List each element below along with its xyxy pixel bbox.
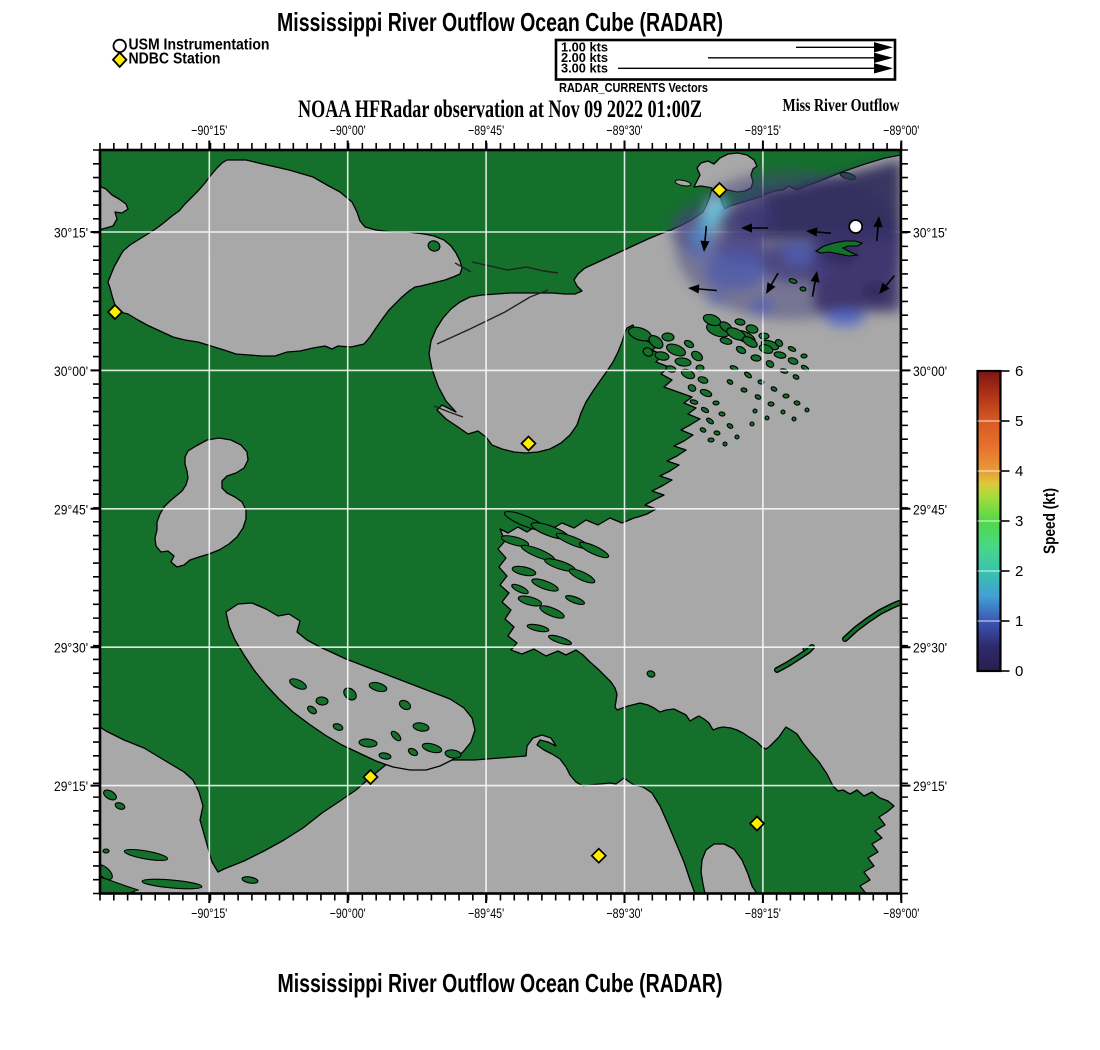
svg-text:29°45': 29°45' [54,502,88,517]
svg-text:Miss River Outflow: Miss River Outflow [783,95,900,115]
svg-text:30°00': 30°00' [913,364,947,379]
svg-text:3.00 kts: 3.00 kts [561,62,608,76]
svg-text:29°30': 29°30' [54,641,88,656]
svg-text:−90°00': −90°00' [330,123,366,138]
svg-text:29°15': 29°15' [913,779,947,794]
svg-text:−90°15': −90°15' [191,123,227,138]
svg-text:2.00 kts: 2.00 kts [561,51,608,65]
svg-text:−89°00': −89°00' [883,906,919,921]
svg-text:5: 5 [1015,413,1023,430]
svg-text:−89°15': −89°15' [745,123,781,138]
svg-text:4: 4 [1015,463,1023,480]
svg-text:NOAA HFRadar observation at No: NOAA HFRadar observation at Nov 09 2022 … [298,96,702,123]
svg-text:−89°30': −89°30' [607,123,643,138]
svg-text:Mississippi River Outflow Ocea: Mississippi River Outflow Ocean Cube (RA… [277,7,723,37]
svg-text:1: 1 [1015,613,1023,630]
svg-text:0: 0 [1015,663,1023,680]
svg-text:USM Instrumentation: USM Instrumentation [129,37,270,54]
svg-text:29°45': 29°45' [913,502,947,517]
svg-text:RADAR_CURRENTS Vectors: RADAR_CURRENTS Vectors [559,80,708,95]
svg-text:−89°45': −89°45' [468,123,504,138]
svg-text:29°30': 29°30' [913,641,947,656]
svg-text:30°00': 30°00' [54,364,88,379]
svg-text:−90°00': −90°00' [330,906,366,921]
svg-text:6: 6 [1015,363,1023,380]
svg-text:30°15': 30°15' [913,226,947,241]
svg-text:−89°15': −89°15' [745,906,781,921]
svg-text:29°15': 29°15' [54,779,88,794]
svg-text:Mississippi River Outflow Ocea: Mississippi River Outflow Ocean Cube (RA… [278,968,723,998]
svg-text:Speed (kt): Speed (kt) [1041,488,1059,554]
svg-text:2: 2 [1015,563,1023,580]
svg-text:NDBC Station: NDBC Station [129,51,221,68]
svg-text:1.00 kts: 1.00 kts [561,41,608,55]
svg-text:30°15': 30°15' [54,226,88,241]
svg-text:3: 3 [1015,513,1023,530]
svg-text:−89°45': −89°45' [468,906,504,921]
svg-text:−90°15': −90°15' [191,906,227,921]
svg-text:−89°00': −89°00' [883,123,919,138]
svg-text:−89°30': −89°30' [607,906,643,921]
